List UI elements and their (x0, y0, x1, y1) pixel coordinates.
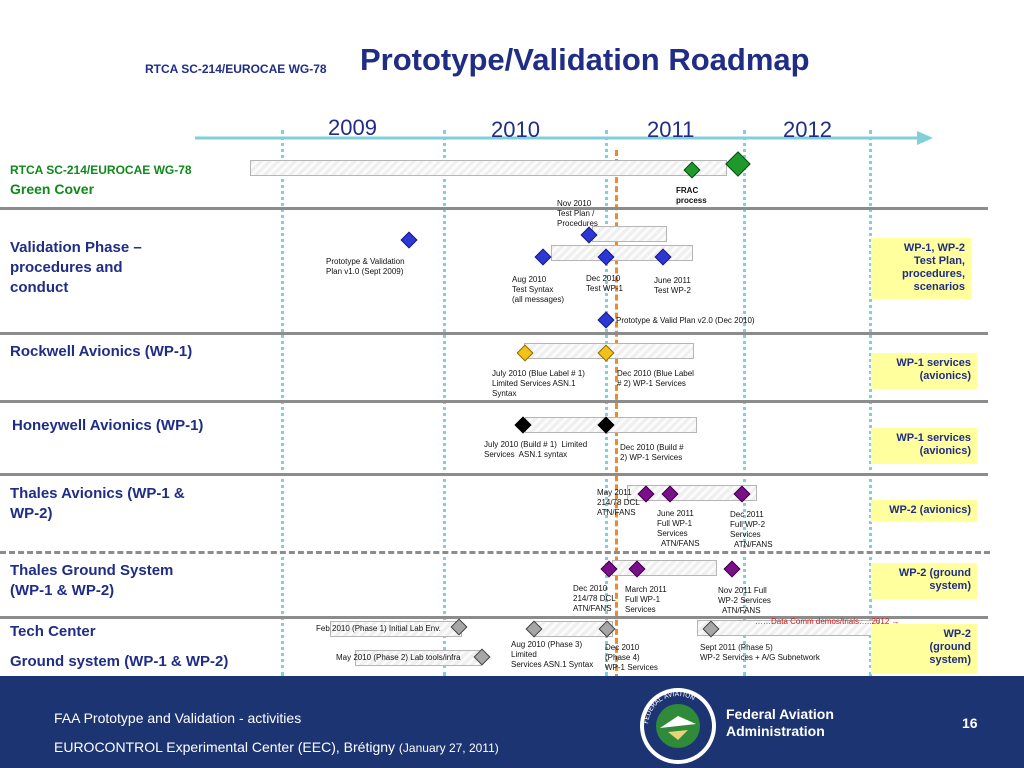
thales-avionics-bar (627, 485, 757, 501)
thales-avionics-june2011-label: June 2011 Full WP-1 Services ATN/FANS (657, 509, 700, 548)
year-divider-2012 (869, 130, 872, 676)
honeywell-dec2010-label: Dec 2010 (Build # 2) WP-1 Services (620, 443, 684, 462)
datacomm-demos-label: ……Data Comm demos/trials…..2012 → (755, 617, 900, 626)
thales-avionics-may2011-label: May 2011 214/78 DCL ATN/FANS (597, 488, 640, 517)
proto-v2-milestone-diamond (597, 311, 615, 329)
rockwell-deliverable-box: WP-1 services (avionics) (871, 353, 977, 389)
tech-center-aug2010-label: Aug 2010 (Phase 3) Limited Services ASN.… (511, 640, 594, 669)
footer-date: (January 27, 2011) (398, 741, 499, 755)
timeline-arrow (195, 131, 933, 145)
validation-bar-1 (592, 226, 667, 242)
june2011-label: June 2011 Test WP-2 (654, 276, 691, 295)
row-separator (0, 332, 988, 335)
honeywell-label: Honeywell Avionics (WP-1) (12, 417, 204, 434)
thales-avionics-dec2011-label: Dec 2011 Full WP-2 Services ATN/FANS (730, 510, 773, 549)
honeywell-deliverable-box: WP-1 services (avionics) (871, 428, 977, 464)
footer-line1: FAA Prototype and Validation - activitie… (54, 710, 302, 726)
tech-center-label: Tech Center (10, 623, 96, 640)
thales-ground-nov2011-label: Nov 2011 Full WP-2 Services ATN/FANS (718, 586, 771, 615)
honeywell-july2010-label: July 2010 (Build # 1) Limited Services A… (484, 440, 588, 459)
rockwell-label: Rockwell Avionics (WP-1) (10, 343, 193, 360)
proto-v2-label: Prototype & Valid Plan v2.0 (Dec 2010) (616, 316, 755, 325)
page-title: Prototype/Validation Roadmap (360, 42, 810, 77)
faa-agency-name: Federal Aviation Administration (726, 706, 834, 739)
row-separator-dashed (0, 551, 990, 554)
proto-v1-milestone-diamond (400, 231, 418, 249)
row-separator (0, 207, 988, 210)
row-separator (0, 616, 988, 619)
year-divider-2010 (443, 130, 446, 676)
thales-avionics-label: Thales Avionics (WP-1 & WP-2) (10, 485, 185, 522)
year-divider-2011b (743, 130, 746, 676)
aug2010-milestone-diamond (534, 248, 552, 266)
validation-deliverable-box: WP-1, WP-2 Test Plan, procedures, scenar… (871, 238, 971, 299)
green-cover-label-org: RTCA SC-214/EUROCAE WG-78 (10, 163, 192, 177)
green-cover-bar (250, 160, 727, 176)
year-label-2011: 2011 (647, 117, 695, 142)
faa-seal-logo: FEDERAL AVIATION (640, 688, 716, 764)
document-subtitle: RTCA SC-214/EUROCAE WG-78 (145, 62, 327, 76)
validation-bar-2 (551, 245, 693, 261)
aug2010-label: Aug 2010 Test Syntax (all messages) (512, 275, 565, 304)
nov2010-test-plan-label: Nov 2010 Test Plan / Procedures (557, 199, 598, 228)
green-cover-label: Green Cover (10, 181, 95, 197)
row-separator (0, 400, 988, 403)
tech-center-dec2010-label: Dec 2010 (Phase 4) WP-1 Services (605, 643, 658, 672)
year-label-2012: 2012 (783, 117, 832, 142)
tech-center-deliverable-box: WP-2 (ground system) (871, 624, 977, 674)
green-cover-final-milestone-diamond (725, 151, 751, 177)
footer-location: EUROCONTROL Experimental Center (EEC), B… (54, 739, 396, 755)
validation-phase-label: Validation Phase – procedures and conduc… (10, 239, 142, 296)
tech-center-ground-label: Ground system (WP-1 & WP-2) (10, 653, 229, 670)
tech-center-feb2010-label: Feb 2010 (Phase 1) Initial Lab Env. (316, 624, 441, 633)
year-label-2010: 2010 (491, 117, 540, 142)
year-label-2009: 2009 (328, 115, 377, 140)
proto-v1-label: Prototype & Validation Plan v1.0 (Sept 2… (326, 257, 405, 276)
year-divider-2009 (281, 130, 284, 676)
tech-center-sept2011-label: Sept 2011 (Phase 5) WP-2 Services + A/G … (700, 643, 820, 662)
rockwell-dec2010-label: Dec 2010 (Blue Label # 2) WP-1 Services (617, 369, 694, 388)
thales-ground-march2011-label: March 2011 Full WP-1 Services (625, 585, 667, 614)
thales-ground-deliverable-box: WP-2 (ground system) (871, 563, 977, 599)
tech-center-may2010-label: May 2010 (Phase 2) Lab tools/infra (336, 653, 461, 662)
today-marker-line (615, 150, 618, 680)
footer-bar (0, 676, 1024, 768)
footer-line2: EUROCONTROL Experimental Center (EEC), B… (54, 739, 499, 755)
thales-ground-dec2010-label: Dec 2010 214/78 DCL ATN/FANS (573, 584, 616, 613)
dec2010-test-label: Dec 2010 Test WP-1 (586, 274, 623, 293)
thales-ground-label: Thales Ground System (WP-1 & WP-2) (10, 562, 174, 599)
frac-process-label: FRAC process (676, 186, 707, 205)
rockwell-july2010-label: July 2010 (Blue Label # 1) Limited Servi… (492, 369, 585, 398)
row-separator (0, 473, 988, 476)
thales-ground-nov2011-diamond (723, 560, 741, 578)
thales-avionics-deliverable-box: WP-2 (avionics) (871, 500, 977, 522)
page-number: 16 (962, 715, 978, 731)
year-divider-2011 (605, 130, 608, 676)
